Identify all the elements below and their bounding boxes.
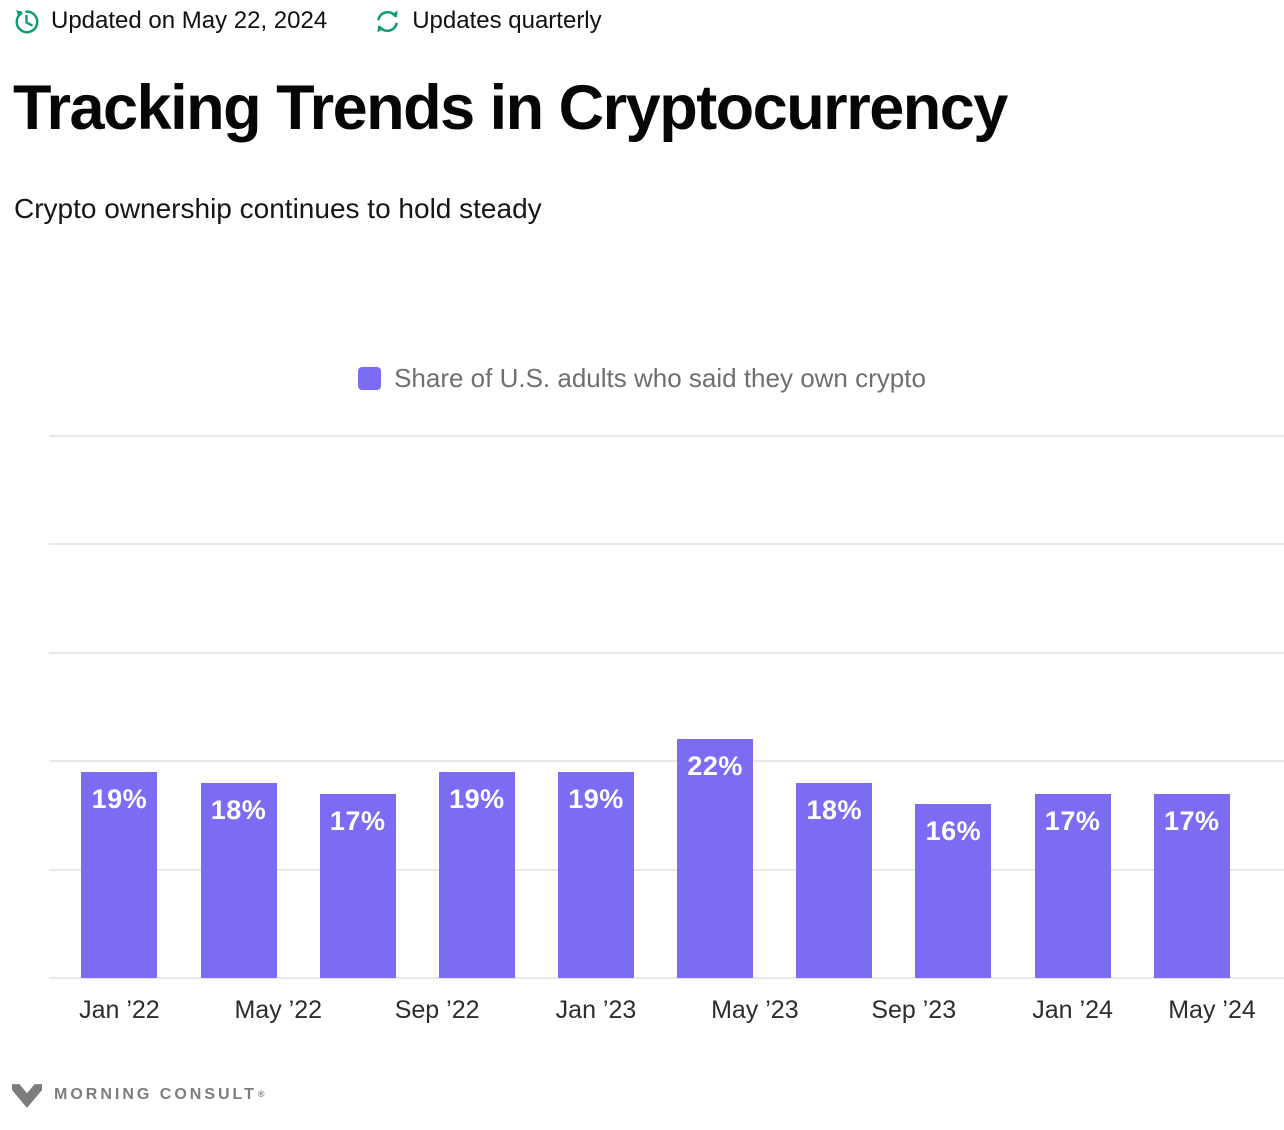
bar-value-label: 17%	[329, 805, 386, 836]
legend-label: Share of U.S. adults who said they own c…	[394, 363, 926, 393]
bar-value-label: 18%	[806, 794, 863, 825]
bar-value-label: 17%	[1163, 805, 1220, 836]
bar[interactable]: 19%	[557, 771, 634, 978]
gridline	[49, 868, 1284, 871]
registered-trademark-symbol: ®	[257, 1089, 268, 1099]
meta-row: Updated on May 22, 2024 Updates quarterl…	[12, 7, 602, 35]
x-axis-tick-label: Jan ’24	[1032, 996, 1113, 1024]
bar-value-label: 19%	[568, 783, 624, 814]
updated-date: Updated on May 22, 2024	[12, 7, 327, 35]
x-axis-tick-label: Jan ’23	[555, 996, 637, 1024]
bar[interactable]: 22%	[677, 739, 754, 978]
x-axis-tick-label: Jan ’22	[79, 996, 160, 1024]
update-frequency: Updates quarterly	[374, 7, 602, 35]
legend-swatch	[358, 367, 382, 390]
page-subtitle: Crypto ownership continues to hold stead…	[14, 193, 542, 224]
x-axis-tick-label: May ’22	[234, 996, 323, 1024]
bar[interactable]: 18%	[796, 782, 873, 978]
x-axis-tick-label: Sep ’22	[394, 996, 480, 1024]
bar[interactable]: 18%	[200, 782, 277, 978]
bar[interactable]: 17%	[1153, 793, 1230, 978]
bar[interactable]: 17%	[319, 793, 396, 978]
brand-name: MORNING CONSULT®	[54, 1086, 268, 1103]
x-axis-tick-label: May ’23	[711, 996, 799, 1024]
frequency-text: Updates quarterly	[412, 7, 602, 34]
gridline	[49, 760, 1284, 763]
bar[interactable]: 17%	[1034, 793, 1111, 978]
x-axis-tick-label: Sep ’23	[871, 996, 957, 1024]
bar-value-label: 17%	[1044, 805, 1101, 836]
gridline	[49, 651, 1284, 654]
bar[interactable]: 16%	[915, 804, 992, 978]
morning-consult-logo-icon	[12, 1084, 42, 1108]
x-axis-tick-label: May ’24	[1168, 996, 1256, 1024]
gridline	[49, 434, 1284, 437]
bar-value-label: 19%	[91, 783, 148, 814]
history-clock-icon	[15, 10, 39, 34]
updated-text: Updated on May 22, 2024	[51, 7, 328, 34]
page-title: Tracking Trends in Cryptocurrency	[13, 73, 1008, 143]
gridline	[49, 977, 1284, 979]
brand-logo: MORNING CONSULT®	[12, 1083, 268, 1108]
bar-value-label: 19%	[449, 783, 505, 814]
gridline	[49, 543, 1284, 546]
bar-value-label: 22%	[687, 751, 743, 782]
bar[interactable]: 19%	[81, 771, 158, 978]
chart-legend: Share of U.S. adults who said they own c…	[0, 363, 1284, 394]
bar-value-label: 18%	[210, 794, 267, 825]
bar[interactable]: 19%	[438, 771, 515, 978]
bar-value-label: 16%	[925, 816, 982, 847]
refresh-icon	[377, 10, 398, 32]
